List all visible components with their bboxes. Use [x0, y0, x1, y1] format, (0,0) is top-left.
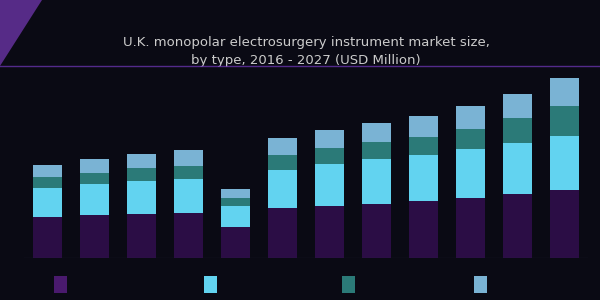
Bar: [221, 227, 250, 258]
Bar: [550, 136, 578, 190]
Bar: [550, 190, 578, 258]
Bar: [80, 173, 109, 184]
Bar: [409, 201, 437, 258]
Bar: [362, 159, 391, 204]
Bar: [34, 165, 62, 178]
Bar: [268, 138, 296, 155]
Bar: [457, 106, 485, 129]
Bar: [409, 136, 437, 155]
Bar: [503, 194, 532, 258]
Bar: [34, 178, 62, 188]
Bar: [80, 184, 109, 215]
Bar: [221, 198, 250, 206]
Bar: [175, 166, 203, 178]
Bar: [316, 164, 344, 206]
Bar: [316, 148, 344, 164]
Bar: [550, 78, 578, 106]
Bar: [268, 155, 296, 170]
Bar: [409, 155, 437, 201]
Bar: [503, 143, 532, 194]
Bar: [268, 208, 296, 258]
Bar: [268, 169, 296, 208]
Bar: [457, 129, 485, 149]
Bar: [221, 189, 250, 198]
Bar: [316, 130, 344, 148]
Bar: [221, 206, 250, 227]
Bar: [175, 178, 203, 213]
Bar: [175, 213, 203, 258]
Bar: [316, 206, 344, 258]
Bar: [175, 150, 203, 166]
Bar: [127, 214, 155, 258]
Bar: [34, 188, 62, 217]
Bar: [457, 149, 485, 198]
Title: U.K. monopolar electrosurgery instrument market size,
by type, 2016 - 2027 (USD : U.K. monopolar electrosurgery instrument…: [122, 36, 490, 67]
Bar: [550, 106, 578, 136]
Bar: [362, 142, 391, 159]
Bar: [127, 154, 155, 168]
Bar: [503, 118, 532, 143]
Bar: [127, 168, 155, 181]
Bar: [409, 116, 437, 136]
Bar: [457, 198, 485, 258]
Bar: [362, 204, 391, 258]
Bar: [34, 217, 62, 258]
Bar: [80, 215, 109, 258]
Bar: [127, 181, 155, 214]
Bar: [503, 94, 532, 118]
Bar: [362, 123, 391, 142]
Bar: [80, 159, 109, 173]
